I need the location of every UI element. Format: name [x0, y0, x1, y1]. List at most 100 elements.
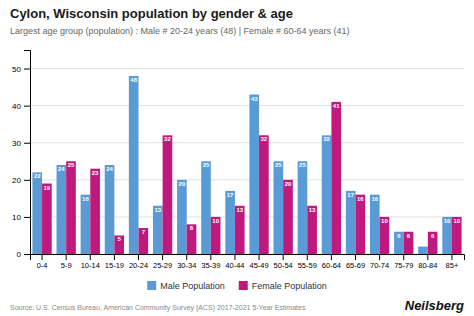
data-label: 25	[68, 162, 75, 168]
data-label: 20	[179, 181, 186, 187]
x-tick: 40-44	[225, 254, 244, 270]
x-tick-mark	[66, 254, 67, 260]
x-tick-label: 60-64	[322, 261, 341, 270]
x-tick: 70-74	[370, 254, 389, 270]
x-tick-mark	[379, 254, 380, 260]
legend-swatch	[239, 281, 248, 290]
source: Source: U.S. Census Bureau, American Com…	[10, 304, 306, 312]
data-label: 10	[444, 218, 451, 224]
bar	[404, 232, 414, 254]
y-tick: 20	[12, 176, 30, 185]
x-tick: 15-19	[105, 254, 124, 270]
y-tick: 50	[12, 65, 30, 74]
bar	[153, 206, 163, 254]
data-label: 8	[190, 225, 194, 231]
title: Cylon, Wisconsin population by gender & …	[10, 6, 293, 21]
bar	[428, 232, 438, 254]
data-label: 23	[92, 170, 99, 176]
grid-line	[30, 142, 464, 143]
bar	[129, 76, 139, 254]
data-label: 13	[154, 207, 161, 213]
bar	[370, 195, 380, 254]
x-tick-mark	[403, 254, 404, 260]
data-label: 17	[227, 192, 234, 198]
bar	[418, 247, 428, 254]
y-tick-mark	[24, 217, 30, 218]
x-tick: 55-59	[298, 254, 317, 270]
data-label: 17	[347, 192, 354, 198]
x-tick: 60-64	[322, 254, 341, 270]
y-tick: 10	[12, 213, 30, 222]
grid-line	[30, 68, 464, 69]
x-tick-label: 45-49	[249, 261, 268, 270]
bar	[211, 217, 221, 254]
x-tick-mark	[427, 254, 428, 260]
x-tick-mark	[331, 254, 332, 260]
x-tick-label: 25-29	[153, 261, 172, 270]
bar	[298, 161, 308, 254]
data-label: 5	[118, 236, 122, 242]
subtitle: Largest age group (population) : Male # …	[10, 26, 350, 36]
bar	[322, 135, 332, 254]
bar	[105, 165, 115, 254]
data-label: 10	[453, 218, 460, 224]
bar	[394, 232, 404, 254]
legend-item: Male Population	[147, 281, 225, 291]
y-tick-label: 20	[12, 176, 21, 185]
x-tick-label: 75-79	[394, 261, 413, 270]
y-tick: 30	[12, 139, 30, 148]
x-tick: 20-24	[129, 254, 148, 270]
x-tick-mark	[355, 254, 356, 260]
x-tick: 25-29	[153, 254, 172, 270]
x-tick: 0-4	[37, 254, 48, 270]
x-tick-mark	[114, 254, 115, 260]
y-axis: 01020304050	[12, 51, 30, 260]
x-tick: 50-54	[274, 254, 293, 270]
x-tick: 85+	[446, 254, 459, 270]
bar	[283, 180, 293, 254]
legend: Male Population Female Population	[147, 281, 327, 291]
x-tick-mark	[186, 254, 187, 260]
data-label: 6	[431, 233, 435, 239]
legend-swatch	[147, 281, 156, 290]
data-label: 24	[106, 166, 113, 172]
legend-item: Female Population	[239, 281, 327, 291]
y-tick-label: 30	[12, 139, 21, 148]
brand: Neilsberg	[405, 298, 464, 313]
bars	[32, 76, 461, 254]
x-tick-label: 80-84	[418, 261, 437, 270]
data-label: 6	[397, 233, 401, 239]
bar	[249, 95, 259, 254]
bar	[259, 135, 269, 254]
x-tick: 5-9	[61, 254, 72, 270]
data-label: 20	[285, 181, 292, 187]
x-tick-label: 0-4	[37, 261, 48, 270]
x-tick: 65-69	[346, 254, 365, 270]
series	[42, 102, 462, 254]
bar	[139, 228, 149, 254]
data-label: 41	[333, 103, 340, 109]
data-label: 13	[236, 207, 243, 213]
y-tick-label: 50	[12, 65, 21, 74]
y-axis-line	[24, 51, 31, 255]
x-tick-mark	[307, 254, 308, 260]
y-tick-label: 10	[12, 213, 21, 222]
bar	[177, 180, 187, 254]
data-label: 32	[261, 136, 268, 142]
x-tick: 45-49	[249, 254, 268, 270]
bar	[225, 191, 235, 254]
data-label: 10	[212, 218, 219, 224]
y-tick-label: 40	[12, 102, 21, 111]
bar	[442, 217, 452, 254]
x-tick-label: 15-19	[105, 261, 124, 270]
y-tick-mark	[24, 69, 30, 70]
x-tick: 75-79	[394, 254, 413, 270]
x-tick-mark	[234, 254, 235, 260]
data-label: 22	[34, 173, 41, 179]
x-tick-label: 40-44	[225, 261, 244, 270]
x-tick-label: 20-24	[129, 261, 148, 270]
x-tick-label: 10-14	[81, 261, 100, 270]
x-tick: 35-39	[201, 254, 220, 270]
x-tick-label: 30-34	[177, 261, 196, 270]
x-axis-line	[31, 255, 465, 261]
